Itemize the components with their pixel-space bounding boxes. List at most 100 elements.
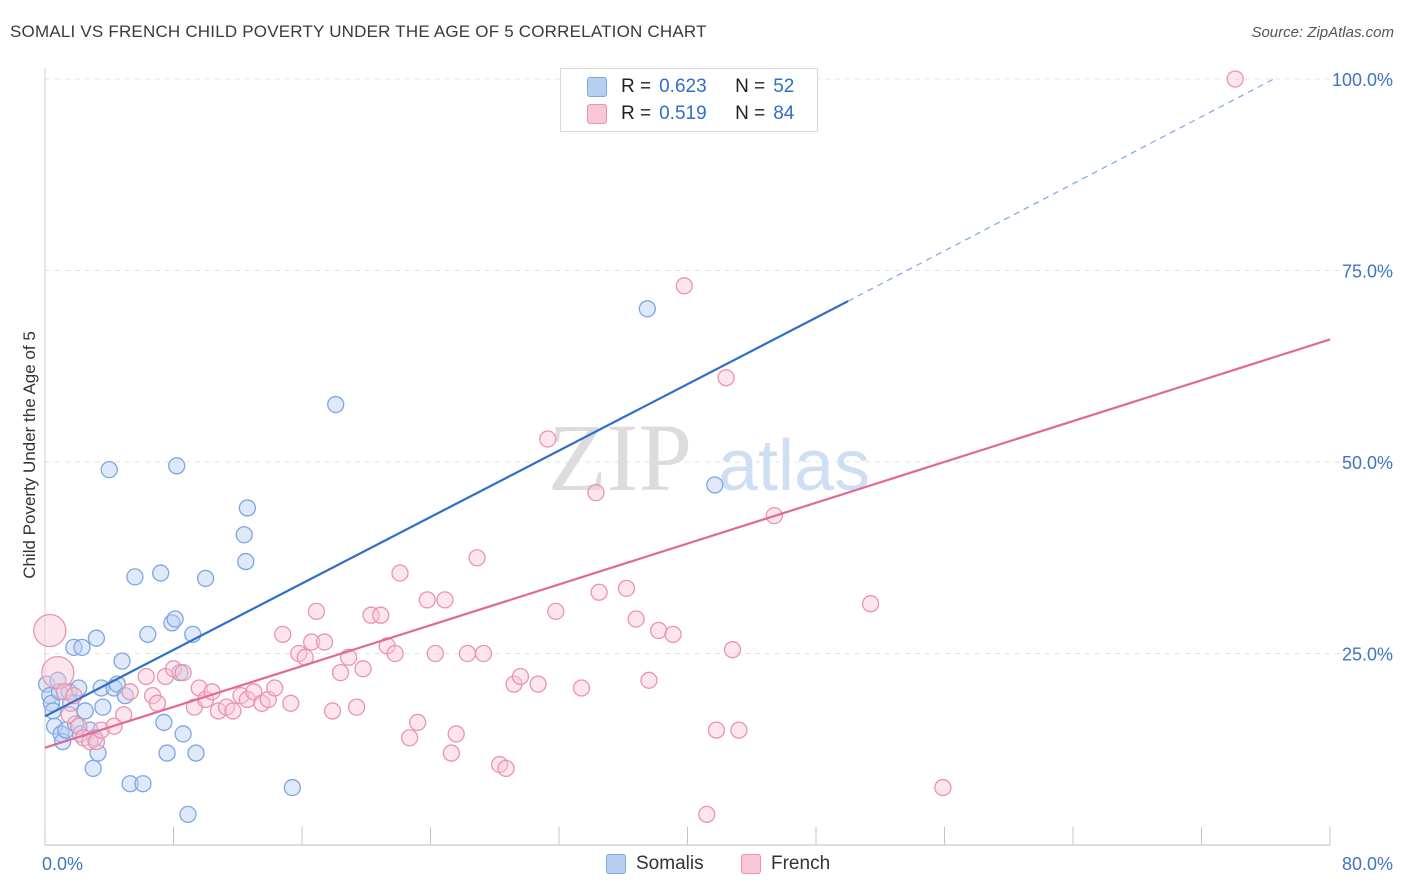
french-point: [137, 667, 155, 686]
somali-point: [238, 499, 257, 517]
french-point: [391, 564, 409, 582]
chart-title: SOMALI VS FRENCH CHILD POVERTY UNDER THE…: [10, 22, 707, 41]
french-point: [511, 667, 530, 686]
french-point: [572, 679, 591, 697]
french-points: [33, 70, 1244, 824]
somalis-points: [37, 300, 724, 824]
somali-point: [151, 564, 170, 582]
n-label: N =: [735, 103, 766, 124]
french-point: [529, 675, 547, 693]
french-point: [627, 610, 645, 628]
french-point: [717, 369, 735, 387]
french-point: [331, 664, 350, 682]
n-value-somalis: 52: [773, 76, 795, 97]
somali-point: [638, 300, 656, 318]
watermark-zip: ZIP: [548, 404, 692, 511]
trend-lines: [44, 78, 1331, 749]
french-point: [266, 679, 284, 697]
x-tick-labels: 0.0% 80.0%: [42, 854, 1393, 874]
somalis-swatch: [606, 854, 626, 874]
r-value-french: 0.519: [659, 103, 707, 124]
french-point: [1226, 70, 1244, 88]
french-point: [60, 706, 78, 724]
somali-point: [139, 625, 157, 643]
french-point: [164, 660, 183, 678]
r-value-somalis: 0.623: [659, 76, 707, 97]
french-point: [539, 430, 557, 448]
y-tick-label: 75.0%: [1342, 262, 1393, 282]
french-point: [323, 702, 342, 720]
somali-point: [174, 725, 192, 743]
n-value-french: 84: [773, 103, 795, 124]
french-point: [400, 729, 419, 747]
x-tick-label: 0.0%: [42, 854, 83, 874]
y-tick-label: 50.0%: [1342, 453, 1393, 473]
somali-point: [196, 569, 215, 588]
y-tick-label: 25.0%: [1342, 645, 1393, 665]
somali-point: [100, 461, 118, 479]
french-point: [372, 606, 390, 624]
somali-point: [155, 713, 173, 732]
french-point: [442, 744, 461, 762]
r-label: R =: [621, 103, 652, 124]
y-tick-label: 100.0%: [1332, 70, 1393, 90]
french-point: [730, 721, 748, 739]
watermark-atlas: atlas: [718, 426, 870, 506]
somalis-trend-extension: [847, 78, 1275, 302]
french-swatch: [741, 854, 761, 874]
french-point: [347, 698, 366, 716]
somali-point: [283, 778, 302, 797]
french-point: [121, 683, 139, 701]
legend-row-somalis: R = 0.623 N = 52: [587, 75, 794, 99]
french-point: [41, 656, 75, 690]
somali-point: [73, 638, 91, 657]
source-label: Source: ZipAtlas.com: [1251, 24, 1394, 41]
french-point: [458, 644, 477, 663]
french-point: [55, 683, 73, 701]
french-point: [224, 702, 242, 720]
somalis-swatch: [587, 77, 607, 97]
legend-label-french: French: [771, 853, 831, 874]
french-point: [468, 549, 486, 567]
french-point: [587, 483, 605, 502]
french-point: [497, 759, 515, 778]
somali-point: [166, 610, 184, 628]
french-point: [617, 579, 636, 598]
french-point: [307, 602, 326, 621]
somali-point: [158, 744, 176, 762]
french-point: [386, 644, 404, 663]
somali-point: [113, 652, 131, 670]
somali-point: [84, 759, 102, 778]
french-swatch: [587, 104, 607, 124]
somali-point: [187, 744, 205, 762]
french-point: [723, 641, 742, 659]
correlation-legend: R = 0.623 N = 52 R = 0.519 N = 84: [560, 68, 818, 132]
french-point: [302, 633, 321, 651]
french-point: [447, 725, 465, 743]
french-point: [426, 644, 444, 663]
french-point: [590, 583, 608, 601]
french-point: [664, 625, 682, 643]
french-point: [861, 595, 880, 613]
watermark: ZIP atlas: [548, 404, 870, 511]
somali-point: [121, 775, 139, 793]
legend-label-somalis: Somalis: [636, 853, 704, 874]
legend-item-french[interactable]: French: [741, 853, 830, 875]
french-point: [707, 721, 726, 739]
somali-point: [94, 698, 112, 716]
french-point: [354, 660, 372, 678]
somali-point: [706, 476, 724, 494]
somali-point: [87, 629, 106, 647]
somalis-trend-line: [44, 300, 849, 718]
legend-item-somalis[interactable]: Somalis: [606, 853, 704, 875]
somali-point: [179, 805, 197, 824]
french-point: [418, 591, 436, 609]
x-tick-label: 80.0%: [1342, 854, 1393, 874]
french-point: [640, 671, 658, 689]
n-label: N =: [735, 76, 766, 97]
somali-point: [237, 552, 255, 571]
french-point: [698, 805, 716, 824]
french-trend-line: [44, 338, 1331, 749]
french-point: [408, 713, 427, 732]
french-point: [33, 613, 67, 648]
